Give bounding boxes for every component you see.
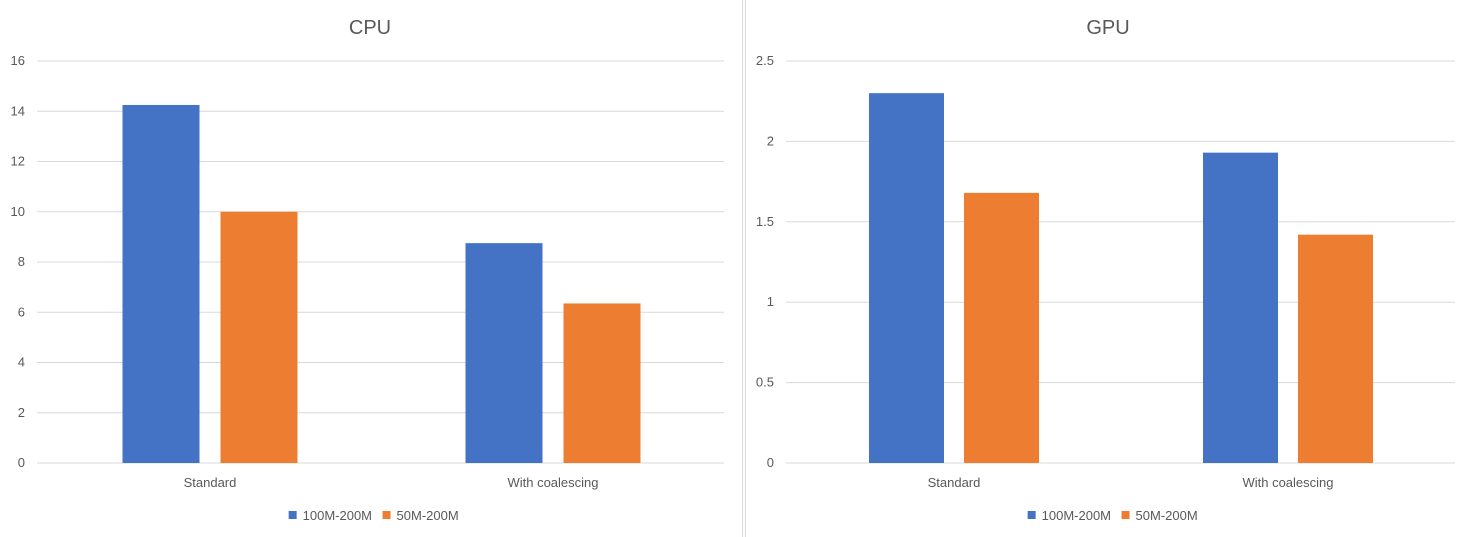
x-category-label: Standard [928, 475, 981, 490]
cpu-chart-panel: CPU 0 2 4 6 8 10 12 14 16 Standard With coalescing 1… [10, 17, 724, 523]
legend-swatch [288, 511, 297, 519]
y-tick-label: 10 [11, 204, 25, 219]
y-tick-label: 14 [11, 103, 25, 118]
chart-title: CPU [349, 17, 391, 39]
bar-gpu-50m-1 [1298, 234, 1373, 463]
legend-swatch [1027, 511, 1036, 519]
gpu-chart: GPU 0 0.5 1 1.5 2 2.5 Standard With coalescing 10… [756, 17, 1455, 523]
chart-divider [742, 0, 746, 537]
legend-label: 100M-200M [1042, 508, 1111, 523]
y-tick-label: 8 [18, 254, 25, 269]
legend-label: 100M-200M [303, 508, 372, 523]
bar-cpu-100m-0 [122, 104, 200, 463]
y-tick-label: 2 [767, 133, 774, 148]
bar-cpu-100m-1 [465, 243, 543, 463]
chart-title: GPU [1086, 17, 1129, 39]
y-tick-label: 1.5 [756, 214, 774, 229]
x-category-label: Standard [184, 475, 237, 490]
gpu-chart-panel: GPU 0 0.5 1 1.5 2 2.5 Standard With coalescing 10… [746, 0, 1473, 537]
y-tick-label: 6 [18, 304, 25, 319]
bar-cpu-50m-1 [563, 303, 641, 463]
bar-gpu-100m-0 [869, 93, 944, 463]
legend-swatch [382, 511, 391, 519]
y-tick-label: 2 [18, 405, 25, 420]
y-tick-label: 0 [18, 455, 25, 470]
y-tick-label: 4 [18, 355, 25, 370]
x-category-label: With coalescing [1242, 475, 1333, 490]
y-tick-label: 12 [11, 154, 25, 169]
y-tick-label: 1 [767, 294, 774, 309]
bar-gpu-100m-1 [1203, 152, 1278, 463]
bar-cpu-50m-0 [220, 211, 298, 463]
legend-swatch [1121, 511, 1130, 519]
bar-gpu-50m-0 [964, 192, 1039, 463]
x-category-label: With coalescing [507, 475, 598, 490]
y-tick-label: 0 [767, 455, 774, 470]
y-tick-label: 16 [11, 53, 25, 68]
legend-label: 50M-200M [397, 508, 459, 523]
cpu-chart: CPU 0 2 4 6 8 10 12 14 16 Standard With coalescing 1… [11, 17, 724, 523]
legend-label: 50M-200M [1136, 508, 1198, 523]
y-tick-label: 0.5 [756, 375, 774, 390]
y-tick-label: 2.5 [756, 53, 774, 68]
